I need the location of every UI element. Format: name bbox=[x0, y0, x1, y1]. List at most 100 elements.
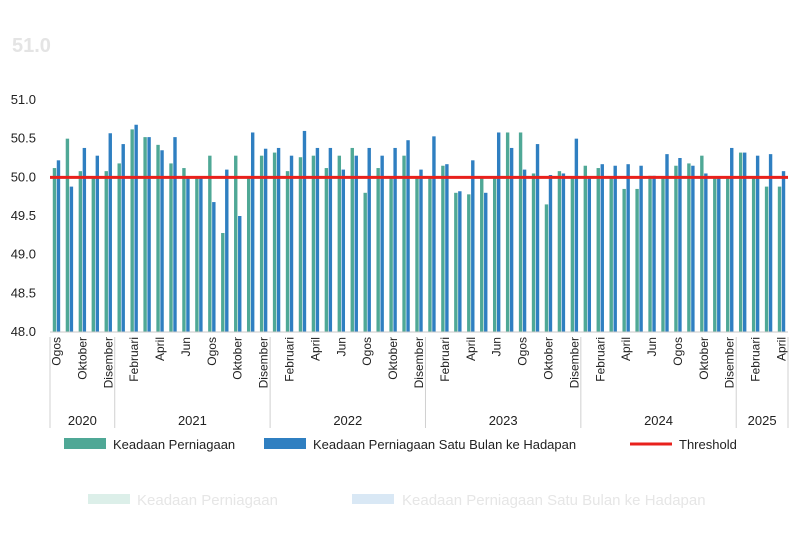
x-tick-label: Jun bbox=[645, 337, 659, 356]
legend-swatch-keadaan-perniagaan bbox=[64, 438, 106, 449]
bar-keadaan-satu-bulan bbox=[768, 154, 773, 332]
bar-keadaan-perniagaan bbox=[648, 175, 652, 332]
x-tick-label: April bbox=[308, 337, 322, 361]
bar-keadaan-satu-bulan bbox=[328, 147, 333, 332]
bar-keadaan-satu-bulan bbox=[587, 177, 592, 332]
bar-keadaan-satu-bulan bbox=[509, 147, 514, 332]
bar-keadaan-satu-bulan bbox=[380, 155, 384, 332]
x-tick-label: Ogos bbox=[671, 337, 685, 366]
y-tick-label: 49.0 bbox=[11, 247, 36, 262]
bar-keadaan-perniagaan bbox=[350, 147, 354, 332]
x-tick-label: Februari bbox=[749, 337, 763, 382]
bar-keadaan-perniagaan bbox=[635, 188, 639, 332]
bar-keadaan-perniagaan bbox=[492, 177, 497, 332]
bar-keadaan-perniagaan bbox=[104, 171, 108, 332]
bar-keadaan-perniagaan bbox=[441, 165, 445, 332]
legend-label-keadaan-satu-bulan: Keadaan Perniagaan Satu Bulan ke Hadapan bbox=[313, 437, 576, 452]
bar-keadaan-perniagaan bbox=[764, 186, 769, 332]
bar-keadaan-perniagaan bbox=[376, 168, 380, 332]
bar-keadaan-satu-bulan bbox=[678, 158, 682, 332]
bar-keadaan-perniagaan bbox=[713, 177, 717, 332]
bar-keadaan-perniagaan bbox=[583, 165, 588, 332]
bar-keadaan-perniagaan bbox=[363, 192, 367, 332]
bar-keadaan-perniagaan bbox=[298, 157, 303, 332]
bar-keadaan-perniagaan bbox=[557, 171, 562, 332]
bar-keadaan-perniagaan bbox=[738, 152, 743, 332]
x-tick-label: Februari bbox=[438, 337, 452, 382]
bar-keadaan-perniagaan bbox=[324, 168, 329, 332]
x-tick-label: Oktober bbox=[231, 337, 245, 380]
x-tick-label: Februari bbox=[127, 337, 141, 382]
x-tick-label: Ogos bbox=[49, 337, 63, 366]
bar-keadaan-satu-bulan bbox=[652, 175, 656, 332]
year-label: 2022 bbox=[333, 413, 362, 428]
bar-keadaan-satu-bulan bbox=[121, 144, 125, 332]
bar-keadaan-perniagaan bbox=[777, 186, 782, 332]
y-tick-label: 51.0 bbox=[11, 92, 36, 107]
x-tick-label: Jun bbox=[490, 337, 504, 356]
bar-keadaan-perniagaan bbox=[480, 177, 484, 332]
bar-keadaan-satu-bulan bbox=[69, 186, 74, 332]
x-tick-label: April bbox=[775, 337, 789, 361]
x-tick-label: Ogos bbox=[360, 337, 374, 366]
bar-keadaan-satu-bulan bbox=[704, 173, 708, 332]
bar-keadaan-satu-bulan bbox=[393, 147, 397, 332]
bar-keadaan-perniagaan bbox=[169, 163, 173, 332]
bar-keadaan-satu-bulan bbox=[276, 147, 281, 332]
bar-keadaan-perniagaan bbox=[415, 177, 419, 332]
bar-keadaan-perniagaan bbox=[221, 233, 225, 332]
bar-keadaan-satu-bulan bbox=[639, 165, 643, 332]
bar-keadaan-satu-bulan bbox=[263, 148, 268, 332]
bar-keadaan-perniagaan bbox=[182, 168, 186, 332]
y-tick-label: 49.5 bbox=[11, 208, 36, 223]
x-tick-label: Disember bbox=[101, 337, 115, 388]
x-tick-label: Oktober bbox=[75, 337, 89, 380]
x-tick-label: Oktober bbox=[386, 337, 400, 380]
bar-keadaan-satu-bulan bbox=[471, 160, 475, 332]
bar-keadaan-satu-bulan bbox=[56, 160, 61, 332]
x-tick-label: Disember bbox=[257, 337, 271, 388]
bar-keadaan-perniagaan bbox=[596, 168, 600, 332]
bar-keadaan-satu-bulan bbox=[755, 155, 760, 332]
bar-keadaan-perniagaan bbox=[751, 177, 756, 332]
bar-keadaan-satu-bulan bbox=[82, 147, 87, 332]
y-tick-label: 48.0 bbox=[11, 324, 36, 339]
y-tick-label: 48.5 bbox=[11, 285, 36, 300]
bar-keadaan-satu-bulan bbox=[522, 169, 527, 332]
bar-keadaan-satu-bulan bbox=[717, 177, 721, 332]
year-label: 2024 bbox=[644, 413, 673, 428]
y-tick-label: 50.0 bbox=[11, 169, 36, 184]
bar-keadaan-perniagaan bbox=[674, 165, 678, 332]
bar-keadaan-perniagaan bbox=[65, 138, 70, 332]
x-tick-label: April bbox=[464, 337, 478, 361]
bar-keadaan-satu-bulan bbox=[199, 177, 203, 332]
bar-keadaan-satu-bulan bbox=[147, 137, 151, 332]
x-tick-label: Disember bbox=[412, 337, 426, 388]
bar-keadaan-perniagaan bbox=[687, 163, 691, 332]
bar-keadaan-perniagaan bbox=[234, 155, 238, 332]
bar-keadaan-perniagaan bbox=[117, 163, 121, 332]
bar-keadaan-perniagaan bbox=[531, 173, 536, 332]
bar-keadaan-perniagaan bbox=[195, 177, 199, 332]
x-tick-label: Jun bbox=[334, 337, 348, 356]
x-tick-label: Oktober bbox=[541, 337, 555, 380]
bar-keadaan-perniagaan bbox=[622, 188, 626, 332]
legend-swatch-keadaan-satu-bulan bbox=[264, 438, 306, 449]
bar-keadaan-satu-bulan bbox=[613, 165, 617, 332]
bar-keadaan-perniagaan bbox=[311, 155, 316, 332]
x-tick-label: Februari bbox=[283, 337, 297, 382]
bar-keadaan-perniagaan bbox=[467, 194, 471, 332]
bar-keadaan-satu-bulan bbox=[665, 154, 669, 332]
bar-keadaan-satu-bulan bbox=[781, 171, 786, 332]
bar-keadaan-satu-bulan bbox=[458, 191, 462, 332]
year-label: 2023 bbox=[489, 413, 518, 428]
y-tick-label: 50.5 bbox=[11, 131, 36, 146]
bar-keadaan-satu-bulan bbox=[445, 164, 449, 332]
legend-label-keadaan-perniagaan: Keadaan Perniagaan bbox=[113, 437, 235, 452]
bar-keadaan-perniagaan bbox=[726, 177, 730, 332]
bar-keadaan-satu-bulan bbox=[354, 155, 358, 332]
bar-keadaan-satu-bulan bbox=[432, 136, 436, 332]
bar-keadaan-perniagaan bbox=[246, 177, 251, 332]
bar-keadaan-perniagaan bbox=[518, 132, 523, 332]
